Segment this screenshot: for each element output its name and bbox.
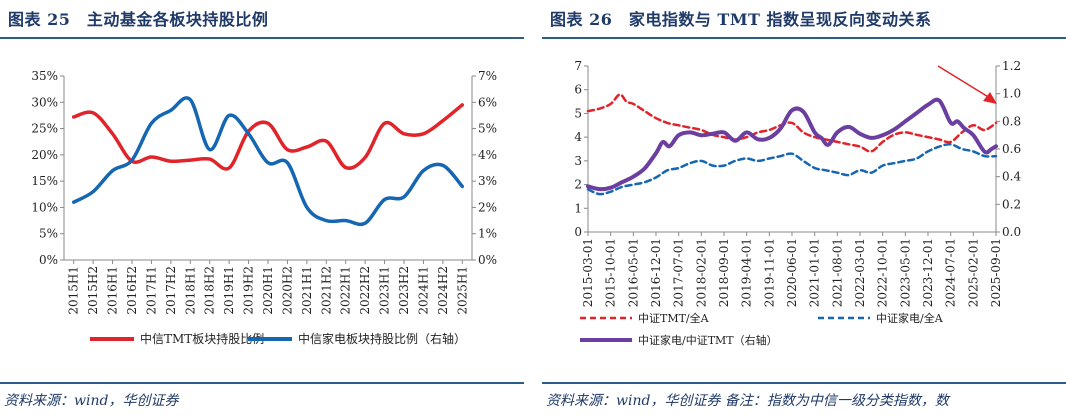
y-left-tick-label: 0%	[39, 253, 58, 267]
x-tick-label: 2016-12-01	[649, 238, 663, 307]
y-right-tick-label: 0.6	[1002, 142, 1021, 156]
x-tick-label: 2023H2	[397, 266, 411, 315]
x-tick-label: 2025-09-01	[989, 238, 1003, 307]
series-line-3	[586, 97, 998, 192]
legend-label: 中信TMT板块持股比例	[140, 331, 264, 346]
x-tick-label: 2023-05-01	[898, 238, 912, 307]
left-figure-panel: 图表 25 主动基金各板块持股比例 0% 5% 10% 15% 20% 25% 30% 35%…	[0, 0, 524, 419]
x-tick-label: 2019-11-01	[762, 238, 776, 307]
y-left-tick-label: 6	[574, 83, 582, 97]
x-tick-label: 2021-08-01	[830, 238, 844, 307]
x-tick-label: 2019H2	[242, 266, 256, 315]
x-tick-label: 2017H2	[164, 266, 178, 315]
legend-label: 中信家电板块持股比例（右轴）	[298, 331, 466, 346]
figure-title: 图表 25 主动基金各板块持股比例	[8, 10, 269, 29]
holding-ratio-chart: 0% 5% 10% 15% 20% 25% 30% 35% 0% 1% 2% 3% 4% 5% 6% 7% 20…	[31, 69, 497, 346]
y-left-tick-label: 4	[574, 130, 582, 144]
x-tick-label: 2020H2	[280, 266, 294, 315]
x-tick-label: 2022-10-01	[876, 238, 890, 307]
y-right-tick-label: 7%	[478, 69, 497, 83]
series-line-1	[586, 93, 998, 153]
y-left-tick-label: 20%	[31, 148, 58, 162]
index-ratio-chart: 0 1 2 3 4 5 6 7 0.0 0.2 0.4 0.6 0.8 1.0 1.2 2015-03-01 2…	[574, 59, 1021, 347]
x-tick-label: 2015H1	[67, 266, 81, 315]
y-right-tick-label: 3%	[478, 174, 497, 188]
x-tick-label: 2015-10-01	[604, 238, 618, 307]
y-left-tick-label: 5	[574, 106, 582, 120]
legend-label: 中证家电/全A	[876, 311, 944, 325]
y-left-tick-label: 30%	[31, 95, 58, 109]
annotation-arrow-head	[983, 92, 997, 104]
x-tick-label: 2024-07-01	[944, 238, 958, 307]
x-tick-label: 2018-09-01	[717, 238, 731, 307]
y-right-tick-label: 0%	[478, 253, 497, 267]
y-right-tick-label: 2%	[478, 200, 497, 214]
source-note: 资料来源：wind，华创证券	[4, 393, 179, 409]
x-tick-label: 2021-01-01	[808, 238, 822, 307]
y-right-tick-label: 0.0	[1002, 225, 1021, 239]
source-rule	[0, 382, 524, 384]
y-right-tick-label: 1.2	[1002, 59, 1021, 73]
x-tick-label: 2022-03-01	[853, 238, 867, 307]
x-tick-label: 2024H1	[416, 266, 430, 315]
x-tick-label: 2020-06-01	[785, 238, 799, 307]
x-tick-label: 2019H1	[222, 266, 236, 315]
y-left-tick-label: 0	[574, 225, 582, 239]
x-tick-label: 2021H1	[300, 266, 314, 315]
y-right-tick-label: 5%	[478, 122, 497, 136]
y-right-tick-label: 1%	[478, 227, 497, 241]
y-left-tick-label: 2	[574, 178, 582, 192]
source-note: 资料来源：wind，华创证券 备注：指数为中信一级分类指数，数	[546, 393, 949, 409]
x-tick-label: 2017H1	[144, 266, 158, 315]
x-tick-label: 2025-02-01	[966, 238, 980, 307]
y-right-tick-label: 0.8	[1002, 114, 1021, 128]
series-line-1	[71, 103, 465, 171]
x-tick-label: 2024H2	[436, 266, 450, 315]
y-right-tick-label: 1.0	[1002, 87, 1021, 101]
y-right-tick-label: 4%	[478, 148, 497, 162]
legend-label: 中证TMT/全A	[638, 311, 710, 325]
y-right-tick-label: 0.4	[1002, 170, 1021, 184]
source-rule	[542, 382, 1066, 384]
x-tick-label: 2016H1	[106, 266, 120, 315]
x-tick-label: 2021H2	[319, 266, 333, 315]
x-tick-label: 2022H1	[339, 266, 353, 315]
x-tick-label: 2016H2	[125, 266, 139, 315]
y-left-tick-label: 25%	[31, 122, 58, 136]
legend-label: 中证家电/中证TMT（右轴）	[638, 333, 778, 347]
x-tick-label: 2019-04-01	[740, 238, 754, 307]
y-left-tick-label: 35%	[31, 69, 58, 83]
x-tick-label: 2025H1	[455, 266, 469, 315]
x-tick-label: 2017-07-01	[672, 238, 686, 307]
x-tick-label: 2023H1	[378, 266, 392, 315]
x-tick-label: 2016-05-01	[626, 238, 640, 307]
x-tick-label: 2015H2	[86, 266, 100, 315]
y-right-tick-label: 0.2	[1002, 197, 1021, 211]
x-tick-label: 2018-02-01	[694, 238, 708, 307]
y-left-tick-label: 10%	[31, 200, 58, 214]
figure-title: 图表 26 家电指数与 TMT 指数呈现反向变动关系	[550, 10, 932, 29]
series-line-2	[586, 142, 998, 196]
x-tick-label: 2018H1	[183, 266, 197, 315]
y-left-tick-label: 1	[574, 201, 582, 215]
x-tick-label: 2018H2	[203, 266, 217, 315]
y-left-tick-label: 7	[574, 59, 582, 73]
x-tick-label: 2015-03-01	[581, 238, 595, 307]
y-left-tick-label: 5%	[39, 227, 58, 241]
right-figure-panel: 图表 26 家电指数与 TMT 指数呈现反向变动关系 0 1 2 3 4 5 6 7 0.0 0.…	[542, 0, 1066, 419]
series-line-2	[71, 96, 465, 227]
x-tick-label: 2020H1	[261, 266, 275, 315]
title-rule	[0, 37, 524, 39]
y-right-tick-label: 6%	[478, 95, 497, 109]
y-left-tick-label: 15%	[31, 174, 58, 188]
x-tick-label: 2023-12-01	[921, 238, 935, 307]
title-rule	[542, 37, 1066, 39]
annotation-arrow-line	[937, 65, 991, 99]
y-left-tick-label: 3	[574, 154, 582, 168]
x-tick-label: 2022H2	[358, 266, 372, 315]
